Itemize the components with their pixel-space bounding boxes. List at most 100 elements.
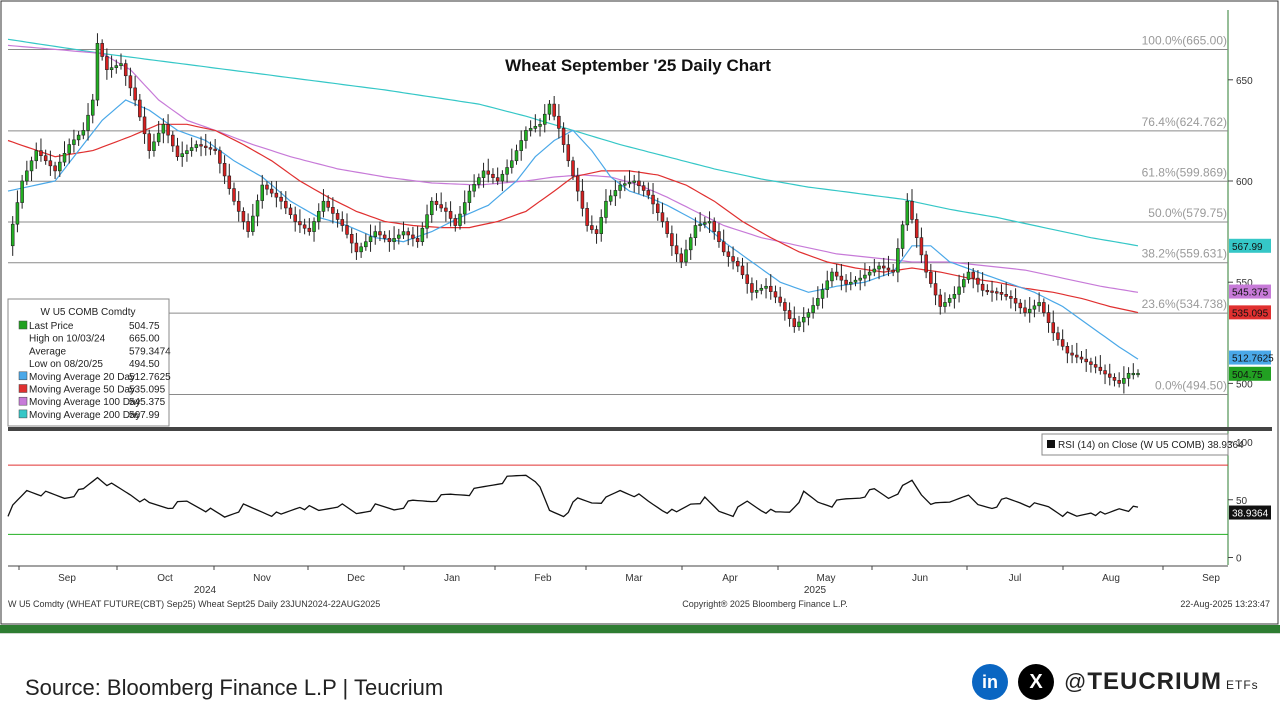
candle-body — [820, 289, 825, 299]
x-month-label: Nov — [253, 573, 271, 584]
x-month-label: Oct — [157, 573, 173, 584]
candle-body — [444, 207, 448, 212]
candle-body — [227, 175, 232, 189]
candle-body — [886, 267, 891, 271]
candle-body — [472, 184, 476, 192]
candle-body — [81, 130, 86, 136]
candle-body — [768, 285, 773, 292]
candle-body — [792, 318, 797, 328]
candle-body — [76, 134, 81, 141]
rsi-line — [7, 474, 1139, 518]
candle-body — [877, 265, 881, 270]
candle-body — [830, 271, 834, 282]
chart-area: Wheat September '25 Daily Chart 100.0%(66… — [0, 0, 1279, 625]
candle-body — [980, 283, 985, 291]
candle-body — [740, 265, 745, 276]
candle-body — [1037, 302, 1041, 307]
candle-body — [378, 231, 382, 236]
candle-body — [764, 285, 768, 289]
candle-body — [547, 103, 552, 115]
candle-body — [326, 200, 330, 208]
candle-body — [1046, 312, 1051, 323]
candle-body — [269, 188, 274, 194]
chart-footer-right: 22-Aug-2025 13:23:47 — [1180, 599, 1270, 609]
candle-body — [43, 155, 48, 162]
candle-body — [222, 162, 227, 177]
fib-label: 50.0%(579.75) — [1148, 206, 1227, 220]
candle-body — [966, 271, 971, 280]
candle-body — [161, 124, 166, 134]
candle-body — [707, 221, 712, 224]
candle-body — [519, 140, 523, 151]
candle-body — [425, 214, 429, 229]
candle-body — [557, 115, 561, 129]
candle-body — [858, 277, 862, 281]
panel-separator — [8, 427, 1272, 431]
candle-body — [420, 227, 425, 243]
candle-body — [604, 200, 608, 218]
chart-title: Wheat September '25 Daily Chart — [505, 56, 771, 75]
candle-body — [208, 147, 213, 150]
candle-body — [754, 289, 759, 293]
ma-line-ma20 — [7, 99, 1139, 360]
x-month-label: Sep — [58, 573, 76, 584]
candle-body — [288, 207, 293, 216]
candle-body — [1009, 296, 1013, 299]
handle-prefix: @ — [1064, 669, 1088, 694]
candle-body — [279, 196, 283, 202]
candle-body — [260, 184, 265, 201]
linkedin-icon[interactable]: in — [972, 664, 1008, 700]
candle-body — [896, 248, 900, 273]
candle-body — [797, 321, 801, 328]
candle-body — [703, 222, 707, 225]
candle-body — [1023, 307, 1027, 313]
candle-body — [1051, 322, 1056, 334]
rsi-tick-label: 0 — [1236, 554, 1242, 565]
candle-body — [467, 190, 472, 203]
x-icon[interactable]: X — [1018, 664, 1054, 700]
candle-body — [1103, 370, 1107, 375]
candle-body — [834, 271, 839, 277]
candle-body — [1084, 358, 1088, 363]
candle-body — [561, 128, 566, 145]
candle-body — [1004, 294, 1008, 297]
candle-body — [524, 130, 528, 141]
candle-body — [232, 188, 236, 202]
price-tag-label: 535.095 — [1232, 308, 1269, 319]
candle-body — [957, 286, 961, 295]
candle-body — [331, 207, 335, 214]
candle-body — [552, 103, 556, 117]
legend-label: Low on 08/20/25 — [29, 359, 103, 370]
candle-body — [48, 160, 53, 167]
candle-body — [594, 229, 599, 234]
candle-body — [1093, 364, 1098, 368]
x-year-label: 2024 — [194, 585, 217, 596]
candle-body — [632, 180, 636, 183]
candle-body — [528, 128, 533, 131]
candle-body — [1079, 356, 1084, 360]
candle-body — [853, 279, 858, 283]
candle-body — [641, 185, 646, 191]
legend-swatch — [18, 384, 28, 393]
candle-body — [321, 200, 326, 212]
candle-body — [67, 144, 71, 154]
legend-value: 545.375 — [129, 397, 166, 408]
candle-body — [72, 139, 76, 145]
candle-body — [246, 221, 250, 232]
candle-body — [971, 271, 975, 279]
candle-body — [994, 291, 999, 294]
legend-label: Moving Average 100 Day — [29, 397, 141, 408]
candle-body — [495, 177, 500, 182]
legend-value: 535.095 — [129, 385, 166, 396]
chart-svg: Wheat September '25 Daily Chart 100.0%(66… — [0, 0, 1279, 625]
candle-body — [924, 254, 928, 273]
candle-body — [359, 246, 363, 253]
candle-body — [133, 87, 137, 101]
candle-body — [448, 211, 453, 219]
candle-body — [316, 211, 321, 222]
legend-value: 665.00 — [129, 334, 160, 345]
candle-body — [86, 114, 90, 131]
fib-label: 0.0%(494.50) — [1155, 379, 1227, 393]
fib-label: 76.4%(624.762) — [1142, 115, 1227, 129]
candle-body — [872, 268, 877, 273]
